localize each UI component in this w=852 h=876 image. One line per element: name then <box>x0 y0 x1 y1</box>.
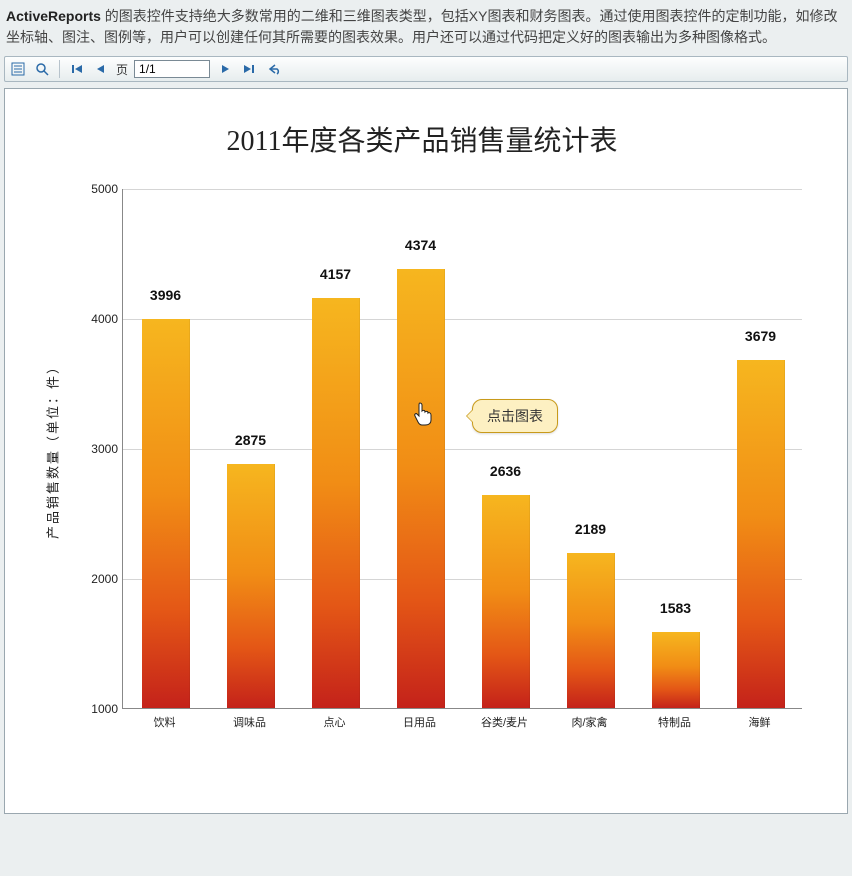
find-button[interactable] <box>33 60 51 78</box>
chart-tooltip: 点击图表 <box>472 399 558 433</box>
y-axis-label: 产品销售数量（单位：件） <box>43 359 62 539</box>
x-category-label: 特制品 <box>635 714 715 730</box>
page-label: 页 <box>116 61 128 78</box>
grid-line <box>123 189 802 190</box>
toolbar-separator <box>59 60 60 78</box>
bar-value-label: 2636 <box>466 463 546 479</box>
next-page-button[interactable] <box>216 60 234 78</box>
pointer-cursor-icon <box>412 401 434 432</box>
bar-value-label: 2189 <box>551 521 631 537</box>
toc-button[interactable] <box>9 60 27 78</box>
x-category-label: 海鲜 <box>720 714 800 730</box>
grid-line <box>123 319 802 320</box>
prev-page-button[interactable] <box>92 60 110 78</box>
viewer-toolbar: 页 <box>4 56 848 82</box>
plot-area: 3996 2875 4157 4374 2636 2189 1583 3679 <box>122 189 802 709</box>
y-tick-label: 4000 <box>80 312 118 326</box>
bar-value-label: 4157 <box>296 266 376 282</box>
chart-area[interactable]: 产品销售数量（单位：件） 3996 2875 4157 4374 2636 2189 158… <box>22 169 822 789</box>
header-text: 的图表控件支持绝大多数常用的二维和三维图表类型，包括XY图表和财务图表。通过使用… <box>6 8 837 45</box>
x-category-label: 肉/家禽 <box>550 714 630 730</box>
y-tick-label: 3000 <box>80 442 118 456</box>
grid-line <box>123 579 802 580</box>
bar-value-label: 3679 <box>721 328 801 344</box>
bar[interactable] <box>397 269 445 708</box>
bar-value-label: 4374 <box>381 237 461 253</box>
bar-value-label: 3996 <box>126 287 206 303</box>
chart-tooltip-text: 点击图表 <box>487 408 543 424</box>
back-button[interactable] <box>264 60 282 78</box>
page-input[interactable] <box>134 60 210 78</box>
y-tick-label: 2000 <box>80 572 118 586</box>
bar[interactable] <box>312 298 360 708</box>
bar-value-label: 2875 <box>211 432 291 448</box>
y-tick-label: 1000 <box>80 702 118 716</box>
bar-value-label: 1583 <box>636 600 716 616</box>
x-category-label: 调味品 <box>210 714 290 730</box>
bar[interactable] <box>142 319 190 708</box>
report-viewer: 2011年度各类产品销售量统计表 产品销售数量（单位：件） 3996 2875 41… <box>4 88 848 814</box>
bar[interactable] <box>567 553 615 708</box>
brand-name: ActiveReports <box>6 8 101 24</box>
bar[interactable] <box>227 464 275 708</box>
bar[interactable] <box>652 632 700 708</box>
x-category-label: 饮料 <box>125 714 205 730</box>
x-category-label: 点心 <box>295 714 375 730</box>
bar[interactable] <box>482 495 530 708</box>
y-tick-label: 5000 <box>80 182 118 196</box>
bar[interactable] <box>737 360 785 708</box>
x-category-label: 谷类/麦片 <box>465 714 545 730</box>
x-category-label: 日用品 <box>380 714 460 730</box>
chart-title: 2011年度各类产品销售量统计表 <box>15 119 829 159</box>
header-description: ActiveReports 的图表控件支持绝大多数常用的二维和三维图表类型，包括… <box>0 0 852 56</box>
first-page-button[interactable] <box>68 60 86 78</box>
last-page-button[interactable] <box>240 60 258 78</box>
grid-line <box>123 449 802 450</box>
